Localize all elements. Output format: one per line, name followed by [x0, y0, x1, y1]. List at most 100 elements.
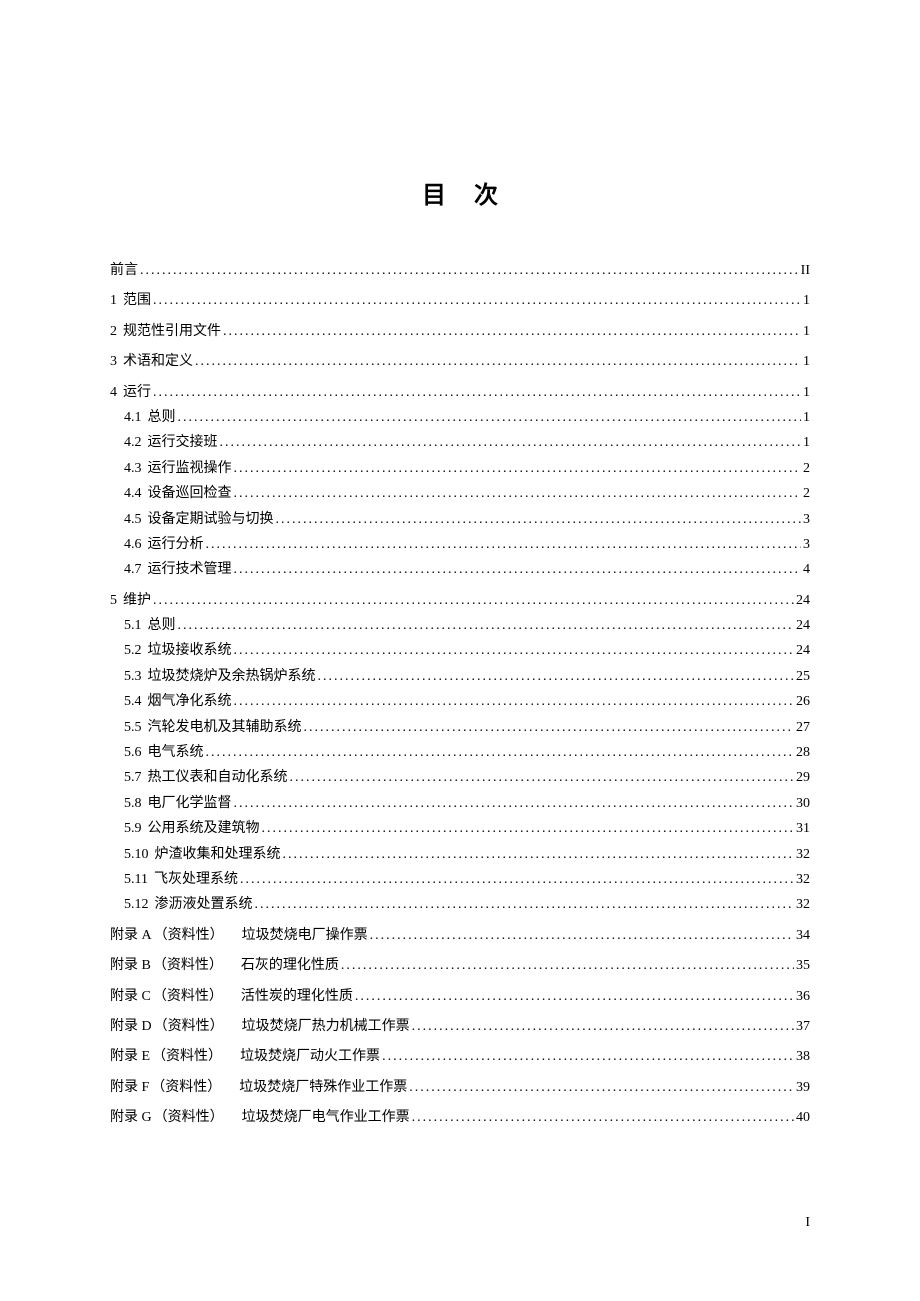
page-number: I: [805, 1215, 810, 1231]
toc-entry: 4运行1: [110, 382, 810, 404]
toc-entry-label: 汽轮发电机及其辅助系统: [148, 717, 302, 739]
toc-leader-dots: [195, 351, 801, 373]
toc-leader-dots: [234, 458, 802, 480]
toc-entry: 3术语和定义1: [110, 351, 810, 373]
toc-entry-page: 24: [796, 590, 810, 612]
toc-entry-label: 规范性引用文件: [123, 321, 221, 343]
toc-entry-label: 石灰的理化性质: [241, 955, 339, 977]
toc-entry-page: 36: [796, 986, 810, 1008]
toc-entry-page: 30: [796, 793, 810, 815]
toc-entry-label: 公用系统及建筑物: [148, 818, 260, 840]
toc-entry-label: 运行监视操作: [148, 458, 232, 480]
toc-entry: 4.1总则1: [110, 407, 810, 429]
toc-entry-label: 维护: [123, 590, 151, 612]
toc-leader-dots: [262, 818, 795, 840]
toc-entry: 5.1总则24: [110, 615, 810, 637]
toc-entry-number: 5.7: [124, 767, 142, 789]
toc-entry-number: 4.2: [124, 432, 142, 454]
toc-entry-page: 3: [803, 509, 810, 531]
toc-leader-dots: [223, 321, 801, 343]
toc-appendix-type: （资料性）: [153, 955, 223, 977]
toc-entry-number: 4.1: [124, 407, 142, 429]
toc-leader-dots: [153, 382, 801, 404]
toc-leader-dots: [240, 869, 794, 891]
toc-leader-dots: [412, 1016, 794, 1038]
toc-entry-label: 飞灰处理系统: [154, 869, 238, 891]
toc-leader-dots: [234, 483, 802, 505]
toc-leader-dots: [140, 260, 799, 282]
toc-entry-page: 1: [803, 382, 810, 404]
toc-entry-number: 4: [110, 382, 117, 404]
toc-entry-number: 4.5: [124, 509, 142, 531]
toc-leader-dots: [304, 717, 795, 739]
toc-entry-page: 1: [803, 321, 810, 343]
toc-leader-dots: [255, 894, 795, 916]
toc-entry: 5.10炉渣收集和处理系统32: [110, 844, 810, 866]
toc-entry: 5.2垃圾接收系统24: [110, 640, 810, 662]
toc-entry-label: 电厂化学监督: [148, 793, 232, 815]
toc-entry-page: 32: [796, 894, 810, 916]
toc-appendix-id: 附录 A: [110, 925, 152, 947]
toc-leader-dots: [234, 691, 795, 713]
toc-entry: 附录 F（资料性）垃圾焚烧厂特殊作业工作票39: [110, 1077, 810, 1099]
toc-entry-label: 垃圾焚烧电厂操作票: [242, 925, 368, 947]
toc-leader-dots: [153, 590, 794, 612]
toc-appendix-id: 附录 F: [110, 1077, 149, 1099]
toc-leader-dots: [276, 509, 802, 531]
toc-entry: 5.12渗沥液处置系统32: [110, 894, 810, 916]
toc-entry-page: 35: [796, 955, 810, 977]
toc-leader-dots: [206, 742, 795, 764]
toc-entry-number: 5.4: [124, 691, 142, 713]
toc-leader-dots: [153, 290, 801, 312]
toc-entry: 4.7 运行技术管理 4: [110, 559, 810, 581]
toc-entry-page: 26: [796, 691, 810, 713]
toc-entry-label: 烟气净化系统: [148, 691, 232, 713]
toc-entry-number: 1: [110, 290, 117, 312]
toc-entry-page: 1: [803, 407, 810, 429]
toc-entry-label: 运行交接班: [148, 432, 218, 454]
toc-entry-number: 5.1: [124, 615, 142, 637]
toc-entry-label: 垃圾焚烧厂特殊作业工作票: [239, 1077, 407, 1099]
toc-entry: 附录 E（资料性）垃圾焚烧厂动火工作票38: [110, 1046, 810, 1068]
toc-entry-page: 24: [796, 640, 810, 662]
toc-entry: 4.4设备巡回检查2: [110, 483, 810, 505]
toc-appendix-type: （资料性）: [151, 1077, 221, 1099]
toc-entry-label: 总则: [148, 615, 176, 637]
toc-entry-page: 29: [796, 767, 810, 789]
toc-entry-page: II: [801, 260, 810, 282]
toc-entry-number: 5.8: [124, 793, 142, 815]
toc-entry-number: 4.7: [124, 559, 142, 581]
toc-entry-page: 4: [803, 559, 810, 581]
toc-entry: 附录 G（资料性）垃圾焚烧厂电气作业工作票40: [110, 1107, 810, 1129]
toc-entry-page: 28: [796, 742, 810, 764]
toc-entry: 附录 D（资料性）垃圾焚烧厂热力机械工作票37: [110, 1016, 810, 1038]
toc-entry: 5.3垃圾焚烧炉及余热锅炉系统25: [110, 666, 810, 688]
toc-appendix-id: 附录 B: [110, 955, 151, 977]
toc-entry-number: 5: [110, 590, 117, 612]
toc-entry-page: 34: [796, 925, 810, 947]
toc-appendix-id: 附录 D: [110, 1016, 152, 1038]
toc-entry: 4.6运行分析3: [110, 534, 810, 556]
toc-entry-page: 40: [796, 1107, 810, 1129]
toc-entry-label: 运行技术管理: [148, 559, 232, 581]
toc-entry: 2规范性引用文件1: [110, 321, 810, 343]
toc-leader-dots: [206, 534, 802, 556]
toc-entry: 5.7热工仪表和自动化系统29: [110, 767, 810, 789]
toc-leader-dots: [178, 615, 795, 637]
toc-leader-dots: [178, 407, 802, 429]
toc-entry-label: 术语和定义: [123, 351, 193, 373]
toc-entry: 附录 B（资料性） 石灰的理化性质 35: [110, 955, 810, 977]
toc-entry-label: 垃圾焚烧炉及余热锅炉系统: [148, 666, 316, 688]
toc-appendix-type: （资料性）: [154, 925, 224, 947]
toc-appendix-id: 附录 E: [110, 1046, 150, 1068]
toc-entry: 5.4 烟气净化系统 26: [110, 691, 810, 713]
toc-entry-label: 活性炭的理化性质: [241, 986, 353, 1008]
toc-entry-label: 电气系统: [148, 742, 204, 764]
toc-entry-page: 3: [803, 534, 810, 556]
toc-leader-dots: [290, 767, 795, 789]
toc-leader-dots: [234, 793, 795, 815]
toc-entry-number: 5.3: [124, 666, 142, 688]
toc-entry-number: 5.6: [124, 742, 142, 764]
toc-entry: 4.2运行交接班1: [110, 432, 810, 454]
toc-appendix-type: （资料性）: [152, 1046, 222, 1068]
